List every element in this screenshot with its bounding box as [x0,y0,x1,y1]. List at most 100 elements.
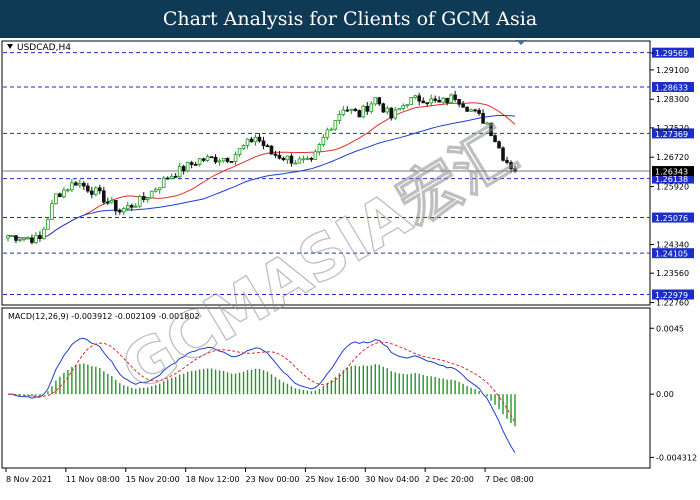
candle [90,186,94,199]
candle-body [117,210,122,213]
candle-body [34,234,38,243]
candle-body [457,99,461,105]
candle-body [489,122,493,137]
candle-body [469,109,473,112]
candle-body [165,177,170,180]
candle [213,154,218,164]
candle [10,235,14,238]
candle [66,188,70,193]
candle-body [513,168,517,172]
candle-body [66,189,70,192]
candle [14,235,18,244]
candle [505,156,509,165]
candle [193,161,198,166]
candle [321,134,326,147]
candle-body [106,201,110,204]
candle-body [237,148,242,156]
candle [333,119,338,131]
candle [289,153,294,167]
candle-body [405,104,410,107]
candle-body [121,208,126,213]
candle [309,156,314,162]
candle [301,155,306,164]
candle [209,156,214,159]
candle [377,97,382,106]
candle-body [265,145,270,148]
candle [173,173,178,179]
candle [345,106,350,113]
candle-body [465,106,469,112]
candle [273,150,278,158]
candle [401,103,406,111]
level-tag [652,82,694,93]
price-axis-label: 1.27520 [656,124,689,133]
chart-title: Chart Analysis for Clients of GCM Asia [162,8,538,30]
macd-label: MACD(12,26,9) -0.003912 -0.002109 -0.001… [8,312,200,321]
chart-area: 1.29569 1.28633 1.27369 1.26138 1.25076 1.241… [1,40,697,484]
candle-body [221,157,226,162]
candle-body [225,157,230,162]
candle [389,107,394,121]
candle [473,108,477,113]
candle [78,179,82,188]
dropdown-arrow-icon[interactable] [7,44,13,49]
candle [509,160,513,173]
candle-body [485,122,489,125]
chart-shift-marker-icon [516,40,526,45]
candle-body [125,205,130,210]
candle-body [369,103,374,112]
candle-body [233,154,238,162]
level-label: 1.28633 [655,84,688,93]
candle-body [62,189,66,198]
time-axis-label: 23 Nov 00:00 [246,475,300,484]
candle-body [317,144,322,153]
candle [249,137,254,143]
candle [481,109,485,124]
candle [341,105,346,117]
candle [50,199,54,220]
candle-body [70,182,74,191]
candle-body [113,200,118,212]
candle-body [58,193,62,198]
candle-body [149,190,154,199]
candle-body [321,136,326,145]
candle-body [289,155,294,164]
candle [265,143,270,148]
candle [205,154,210,162]
price-axis-label: 1.25920 [656,183,689,192]
moving-average-line-1 [7,115,516,240]
candle [433,95,437,103]
candle-body [197,158,202,165]
candle-body [409,97,414,106]
candle-body [297,158,302,164]
candle-body [10,235,14,238]
candle [277,151,282,160]
candle-body [229,161,234,163]
candle-body [389,107,394,119]
candle [177,162,182,180]
level-tag [652,289,694,300]
candle [485,121,489,125]
candle [22,237,26,242]
candle [349,108,354,115]
candle-body [425,102,429,105]
candle [185,161,190,173]
candle [361,104,366,119]
candle-body [193,163,198,166]
chart-title-banner: Chart Analysis for Clients of GCM Asia [0,0,700,38]
candle [405,104,410,109]
candle-body [401,105,406,109]
candle-body [477,109,481,114]
candle-body [269,145,274,155]
candle-body [177,166,182,178]
candle [409,97,414,106]
candle-body [481,112,485,124]
candle-body [413,95,417,98]
candle-body [313,151,318,160]
candle [453,90,457,103]
price-axis-label: 1.28300 [656,95,689,104]
candle [141,192,146,203]
moving-average-line-0 [7,102,516,240]
candle [257,133,262,143]
candle [421,97,425,104]
